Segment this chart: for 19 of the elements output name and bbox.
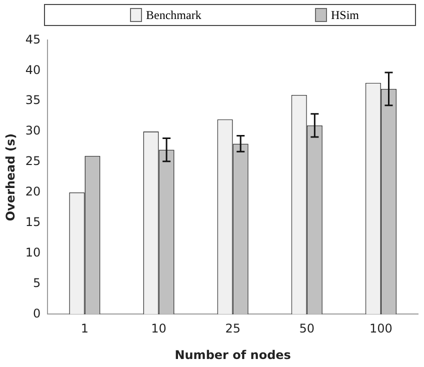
y-axis-title: Overhead (s) — [3, 133, 18, 222]
y-tick-label: 0 — [33, 306, 41, 320]
x-tick-label: 25 — [225, 322, 240, 336]
y-tick-label: 35 — [25, 93, 41, 108]
x-tick-label: 100 — [370, 322, 392, 336]
legend-label: HSim — [330, 8, 360, 22]
y-tick-label: 45 — [25, 32, 41, 46]
x-tick-label: 10 — [151, 322, 166, 336]
x-tick-label: 50 — [299, 322, 315, 336]
y-tick-label: 5 — [33, 276, 41, 290]
y-tick-label: 25 — [25, 154, 41, 168]
y-tick-label: 15 — [25, 214, 41, 229]
y-tick-label: 30 — [25, 124, 41, 138]
legend-label: Benchmark — [145, 8, 202, 22]
y-tick-label: 10 — [25, 245, 41, 260]
x-axis-title: Number of nodes — [174, 348, 291, 362]
x-tick-label: 1 — [80, 322, 89, 336]
y-tick-label: 20 — [25, 184, 41, 199]
y-tick-label: 40 — [25, 62, 41, 77]
